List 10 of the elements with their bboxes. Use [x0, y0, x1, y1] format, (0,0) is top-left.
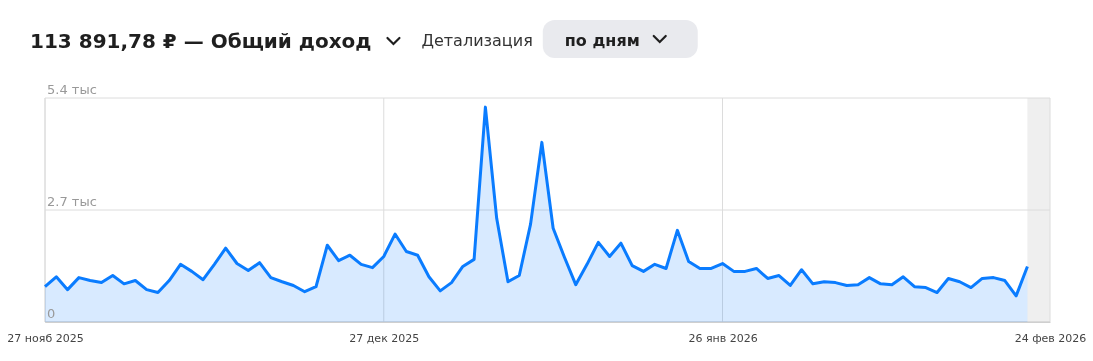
y-tick-label: 5.4 тыс	[47, 82, 97, 97]
x-tick-label: 27 нояб 2025	[7, 331, 84, 345]
x-tick-label: 27 дек 2025	[349, 331, 420, 345]
x-tick-label: 26 янв 2026	[688, 331, 758, 345]
y-tick-label: 0	[47, 306, 56, 321]
text: по дням	[564, 31, 640, 50]
text: Детализация	[421, 31, 533, 50]
y-tick-label: 2.7 тыс	[47, 194, 97, 209]
chart-title: 113 891,78 ₽ — Общий доход	[30, 29, 372, 53]
x-tick-label: 24 фев 2026	[1014, 331, 1087, 345]
